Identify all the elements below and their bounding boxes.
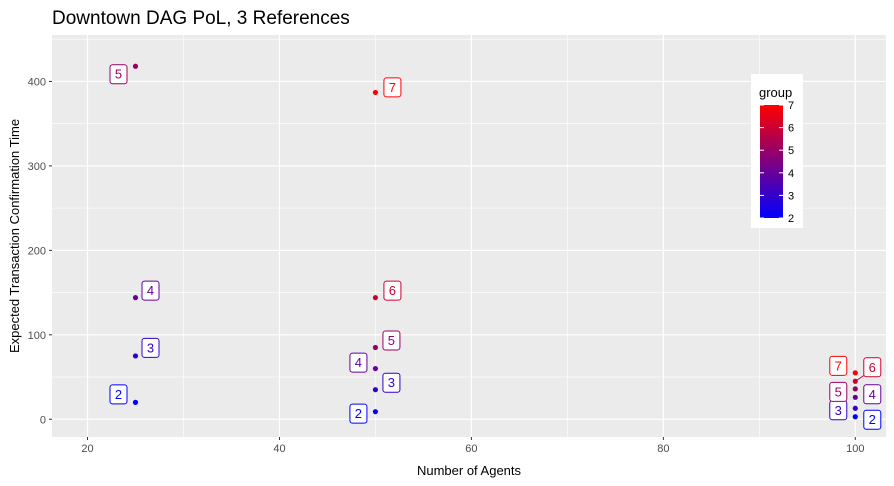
point-label: 7 [835, 358, 842, 373]
point-label: 2 [869, 412, 876, 427]
point-label: 3 [835, 403, 842, 418]
point-label-box [349, 352, 368, 373]
point-label: 2 [115, 387, 122, 402]
x-axis: 20 40 60 80 100 [81, 437, 864, 455]
data-point [852, 394, 858, 400]
point-label: 4 [355, 355, 362, 370]
x-tick-label: 100 [846, 443, 864, 455]
point-label-box [141, 280, 160, 301]
legend-tick-label: 2 [788, 213, 794, 225]
grid [52, 35, 886, 437]
x-tick-label: 20 [81, 443, 93, 455]
point-label-box [382, 372, 401, 393]
point-label: 3 [388, 375, 395, 390]
data-point [132, 295, 139, 301]
data-point [372, 344, 379, 351]
point-label: 2 [355, 406, 362, 421]
data-point [372, 409, 379, 415]
point-label-box [109, 384, 128, 405]
chart-title: Downtown DAG PoL, 3 References [52, 8, 350, 29]
point-label: 4 [147, 283, 154, 298]
y-axis-title: Expected Transaction Confirmation Time [7, 119, 22, 353]
x-tick-label: 80 [657, 443, 669, 455]
legend-tick-label: 3 [788, 190, 794, 202]
y-tick-label: 400 [28, 76, 46, 88]
data-point [372, 295, 379, 301]
point-label-box [863, 409, 882, 430]
legend-colorbar [760, 105, 783, 218]
point-label-box [382, 330, 401, 351]
y-tick-label: 300 [28, 161, 46, 173]
point-labels: 2 3 4 5 2 3 4 5 6 7 2 3 4 5 6 7 [109, 64, 882, 430]
point-label: 4 [869, 387, 876, 402]
data-point [132, 399, 139, 405]
x-axis-title: Number of Agents [417, 463, 522, 478]
data-point [852, 370, 858, 376]
point-label: 7 [389, 80, 396, 95]
point-label: 5 [835, 384, 842, 399]
legend-tick-label: 6 [788, 123, 794, 135]
data-point [372, 365, 379, 372]
x-tick-label: 60 [465, 443, 477, 455]
data-point [852, 386, 858, 392]
legend-tick-label: 4 [788, 168, 794, 180]
data-point [132, 353, 139, 359]
point-label-box [109, 64, 128, 85]
legend-tick-label: 7 [788, 100, 794, 112]
point-label: 6 [389, 283, 396, 298]
point-label-box [863, 384, 882, 405]
point-label: 5 [388, 333, 395, 348]
y-axis: 0 100 200 300 400 [28, 76, 52, 426]
y-tick-label: 100 [28, 330, 46, 342]
legend-tick-label: 5 [788, 145, 794, 157]
point-label-box [863, 357, 882, 378]
data-point [372, 387, 379, 393]
point-label: 5 [115, 67, 122, 82]
x-tick-label: 40 [273, 443, 285, 455]
data-points [132, 63, 858, 420]
point-label-box [383, 77, 402, 98]
point-label-box [383, 280, 402, 301]
y-tick-label: 0 [40, 414, 46, 426]
point-label: 6 [869, 360, 876, 375]
data-point [372, 89, 379, 96]
point-label-box [349, 403, 368, 424]
data-point [852, 378, 858, 384]
data-point [852, 414, 858, 420]
legend-ticks: 2 3 4 5 6 7 [760, 100, 794, 225]
point-label: 3 [147, 340, 154, 355]
plot-panel [52, 35, 886, 437]
data-point [852, 405, 858, 411]
y-tick-label: 200 [28, 245, 46, 257]
legend-title: group [759, 85, 792, 100]
legend: group 2 3 4 5 6 7 [751, 74, 803, 228]
data-point [132, 63, 139, 69]
point-label-box [829, 355, 848, 376]
point-label-box [141, 337, 160, 358]
point-label-box [829, 381, 848, 402]
